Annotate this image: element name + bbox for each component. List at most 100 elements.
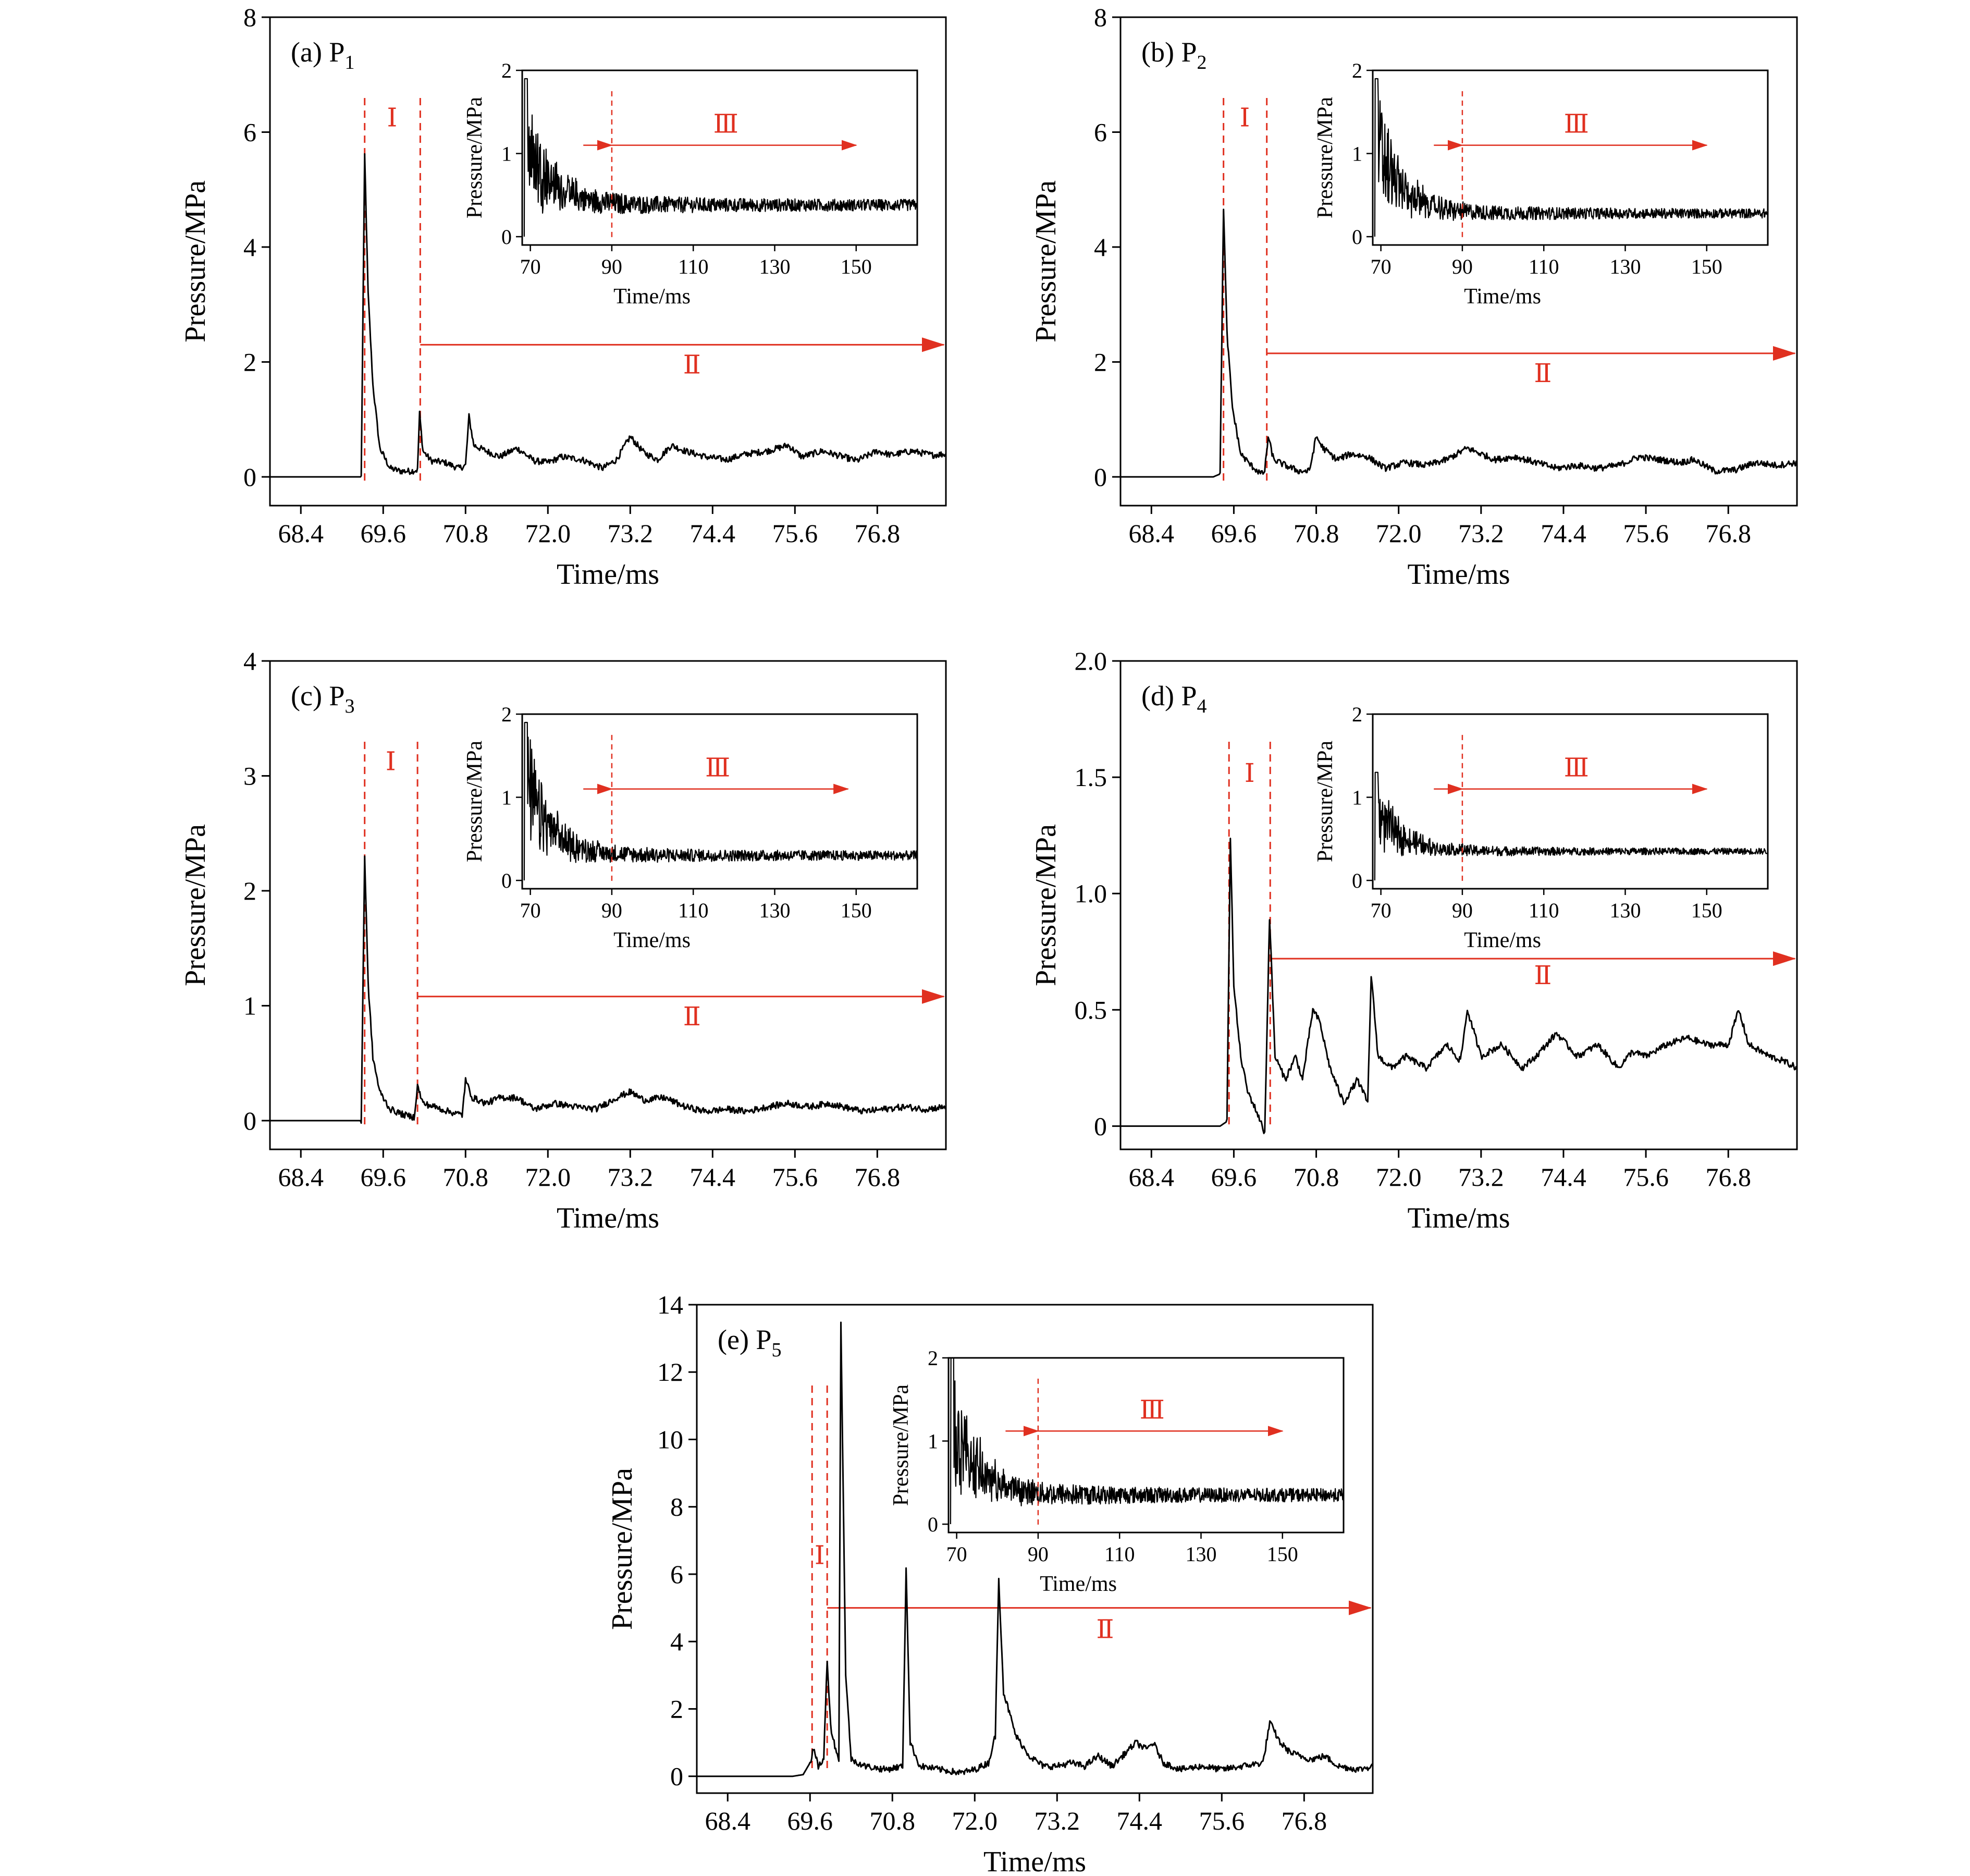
- inset-y-axis-label: Pressure/MPa: [1313, 740, 1337, 862]
- x-axis-label: Time/ms: [1407, 558, 1510, 591]
- y-tick-label: 6: [1094, 117, 1107, 146]
- region-I-label: Ⅰ: [387, 103, 397, 132]
- pressure-trace: [270, 855, 947, 1124]
- panel-title-text: (b) P: [1141, 36, 1197, 68]
- y-tick-label: 4: [243, 646, 256, 676]
- inset-y-tick-label: 2: [1352, 703, 1362, 726]
- panel-title-text: (e) P: [718, 1324, 771, 1355]
- y-axis-label: Pressure/MPa: [1030, 180, 1062, 342]
- x-tick-label: 73.2: [1458, 519, 1504, 548]
- inset-x-tick-label: 110: [678, 899, 709, 922]
- y-tick-label: 0: [243, 1106, 256, 1135]
- x-tick-label: 70.8: [1294, 519, 1339, 548]
- x-tick-label: 70.8: [443, 519, 489, 548]
- x-tick-label: 69.6: [1211, 1162, 1257, 1192]
- inset-frame: [521, 713, 918, 890]
- plot-frame: [1119, 16, 1798, 507]
- inset-x-axis-label: Time/ms: [1464, 928, 1541, 952]
- inset-region-III-label: Ⅲ: [1564, 109, 1589, 139]
- y-tick-label: 12: [657, 1357, 683, 1387]
- x-tick-label: 76.8: [855, 1162, 901, 1192]
- y-axis-label: Pressure/MPa: [179, 824, 212, 986]
- inset-y-axis-label: Pressure/MPa: [463, 740, 487, 862]
- inset-y-axis-label: Pressure/MPa: [463, 96, 487, 218]
- y-axis-label: Pressure/MPa: [1030, 824, 1062, 986]
- x-tick-label: 73.2: [608, 1162, 654, 1192]
- panel-title: (a) P1: [291, 36, 354, 73]
- region-II-label: Ⅱ: [1534, 961, 1552, 990]
- inset-x-tick-label: 110: [678, 255, 709, 278]
- x-tick-label: 75.6: [1199, 1806, 1245, 1835]
- inset-x-tick-label: 70: [1371, 255, 1392, 278]
- y-tick-label: 2: [243, 876, 256, 905]
- y-tick-label: 6: [243, 117, 256, 146]
- x-tick-label: 69.6: [361, 1162, 407, 1192]
- inset-y-tick-label: 2: [501, 59, 512, 82]
- inset-x-tick-label: 130: [759, 899, 790, 922]
- x-tick-label: 72.0: [952, 1806, 998, 1835]
- inset-frame: [1372, 69, 1769, 246]
- x-tick-label: 69.6: [361, 519, 407, 548]
- panel-c: 68.4 69.6 70.8 72.0 73.2 74.4 75.6 76.8 0 1 2 3 4 Tim…: [179, 646, 947, 1234]
- x-tick-label: 68.4: [278, 1162, 324, 1192]
- panel-title-subscript: 5: [771, 1339, 781, 1361]
- inset-y-tick-label: 1: [928, 1430, 938, 1453]
- panel-e: 68.4 69.6 70.8 72.0 73.2 74.4 75.6 76.802468101…: [606, 1290, 1374, 1876]
- y-tick-label: 6: [670, 1560, 683, 1589]
- inset-x-tick-label: 110: [1104, 1542, 1135, 1566]
- x-tick-label: 68.4: [705, 1806, 751, 1835]
- panel-title: (c) P3: [291, 680, 354, 717]
- inset-x-tick-label: 90: [601, 899, 622, 922]
- x-tick-label: 74.4: [690, 519, 736, 548]
- y-tick-label: 8: [243, 3, 256, 32]
- inset-y-tick-label: 2: [1352, 59, 1362, 82]
- y-tick-label: 3: [243, 761, 256, 790]
- inset-region-III-label: Ⅲ: [713, 109, 738, 139]
- panel-a: 68.4 69.6 70.8 72.0 73.2 74.4 75.6 76.8 0 2 4 6 8 Tim…: [179, 3, 947, 591]
- y-tick-label: 0: [1094, 462, 1107, 492]
- x-tick-label: 68.4: [1129, 519, 1175, 548]
- inset-y-axis-label: Pressure/MPa: [889, 1384, 913, 1506]
- y-tick-label: 10: [657, 1425, 683, 1454]
- pressure-trace: [270, 153, 947, 478]
- y-tick-label: 2.0: [1075, 646, 1107, 676]
- pressure-trace: [1121, 838, 1798, 1134]
- inset-x-axis-label: Time/ms: [613, 285, 691, 309]
- inset-frame: [521, 69, 918, 246]
- inset-x-tick-label: 150: [1691, 899, 1722, 922]
- x-tick-label: 68.4: [1129, 1162, 1175, 1192]
- inset-y-tick-label: 0: [928, 1513, 938, 1536]
- inset-x-axis-label: Time/ms: [1464, 285, 1541, 309]
- inset-x-axis-label: Time/ms: [613, 928, 691, 952]
- inset-frame: [947, 1357, 1345, 1534]
- x-tick-label: 74.4: [1541, 519, 1586, 548]
- inset-x-tick-label: 70: [520, 899, 541, 922]
- x-tick-label: 75.6: [1623, 519, 1669, 548]
- y-tick-label: 1.0: [1075, 879, 1107, 908]
- inset-pressure-trace: [1374, 78, 1768, 237]
- inset-region-III-label: Ⅲ: [1564, 753, 1589, 782]
- x-tick-label: 70.8: [1294, 1162, 1339, 1192]
- inset-plot: 70 90 110 130 150 0 1 2 Time/ms Pressure/MPa Ⅲ: [889, 1346, 1345, 1596]
- x-tick-label: 73.2: [1035, 1806, 1080, 1835]
- region-I-label: Ⅰ: [1240, 103, 1250, 132]
- x-axis-label: Time/ms: [557, 1202, 659, 1234]
- y-tick-label: 14: [657, 1290, 683, 1319]
- pressure-trace: [697, 1321, 1374, 1777]
- y-tick-label: 0: [243, 462, 256, 492]
- inset-x-tick-label: 150: [1691, 255, 1722, 278]
- x-tick-label: 75.6: [772, 1162, 818, 1192]
- inset-y-tick-label: 0: [501, 225, 512, 249]
- y-tick-label: 2: [670, 1694, 683, 1723]
- inset-plot: 70 90 110 130 150 0 1 2 Time/ms Pressure/MPa Ⅲ: [463, 703, 918, 952]
- y-tick-label: 4: [243, 232, 256, 262]
- plot-frame: [269, 16, 947, 507]
- x-tick-label: 68.4: [278, 519, 324, 548]
- inset-x-tick-label: 150: [1267, 1542, 1298, 1566]
- x-tick-label: 76.8: [1705, 519, 1751, 548]
- x-tick-label: 74.4: [690, 1162, 736, 1192]
- inset-pressure-trace: [523, 78, 918, 237]
- inset-x-tick-label: 70: [946, 1542, 967, 1566]
- x-tick-label: 72.0: [1376, 519, 1422, 548]
